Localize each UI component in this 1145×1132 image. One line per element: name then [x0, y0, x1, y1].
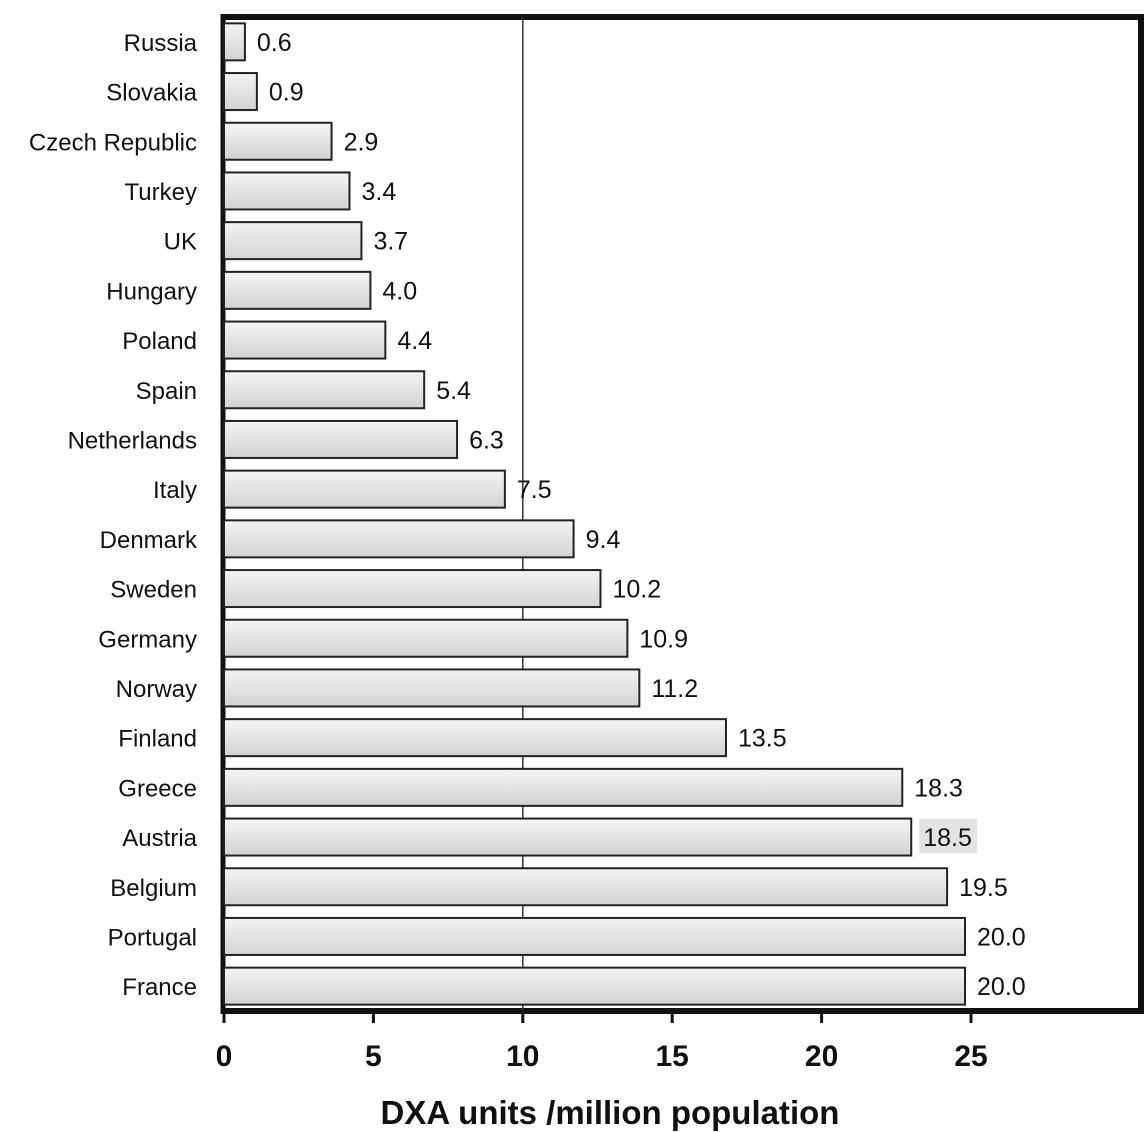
x-tick-label-20: 20 — [805, 1040, 838, 1073]
value-label-portugal: 20.0 — [977, 923, 1026, 951]
x-axis-ticks: 0 5 10 15 20 25 — [216, 1011, 988, 1073]
value-label-russia: 0.6 — [257, 29, 292, 57]
x-tick-label-15: 15 — [656, 1040, 689, 1073]
value-label-austria: 18.5 — [923, 824, 972, 852]
category-label-poland: Poland — [122, 328, 197, 355]
x-tick-label-25: 25 — [954, 1040, 987, 1073]
bar-norway — [223, 668, 641, 708]
value-label-turkey: 3.4 — [361, 178, 396, 206]
value-label-norway: 11.2 — [651, 675, 698, 703]
category-labels-layer: Russia Slovakia Czech Republic Turkey UK Hung… — [29, 30, 198, 1001]
value-label-italy: 7.5 — [517, 476, 552, 504]
category-label-germany: Germany — [98, 626, 197, 653]
category-label-france: France — [122, 974, 197, 1001]
bar-russia — [223, 22, 246, 62]
bar-austria — [223, 817, 913, 857]
x-axis-title: DXA units /million population — [381, 1094, 840, 1131]
category-label-belgium: Belgium — [110, 875, 197, 902]
bar-turkey — [223, 171, 351, 211]
bar-slovakia — [223, 72, 258, 112]
value-label-slovakia: 0.9 — [269, 79, 304, 107]
value-label-denmark: 9.4 — [586, 526, 621, 554]
category-label-austria: Austria — [122, 825, 197, 852]
bar-denmark — [223, 519, 575, 559]
bar-poland — [223, 320, 387, 360]
category-label-denmark: Denmark — [100, 527, 198, 554]
category-label-uk: UK — [164, 229, 197, 256]
x-tick-label-0: 0 — [216, 1040, 233, 1073]
category-label-spain: Spain — [136, 378, 197, 405]
bar-czech-republic — [223, 121, 333, 161]
bar-hungary — [223, 270, 372, 310]
value-label-uk: 3.7 — [373, 228, 408, 256]
value-label-poland: 4.4 — [397, 327, 432, 355]
value-label-spain: 5.4 — [436, 377, 471, 405]
bar-uk — [223, 221, 363, 261]
value-label-finland: 13.5 — [738, 725, 787, 753]
bar-france — [223, 966, 967, 1006]
category-label-hungary: Hungary — [106, 278, 197, 305]
category-label-finland: Finland — [118, 726, 197, 753]
value-labels-layer: 0.6 0.9 2.9 3.4 3.7 4.0 4.45.4 6.3 7.5 9.4 10.2 10.… — [257, 29, 1026, 1001]
bar-greece — [223, 767, 904, 807]
category-label-portugal: Portugal — [108, 924, 197, 951]
bar-netherlands — [223, 419, 459, 459]
value-label-netherlands: 6.3 — [469, 426, 504, 454]
value-label-sweden: 10.2 — [612, 576, 661, 604]
category-label-slovakia: Slovakia — [106, 80, 197, 107]
bars-layer — [223, 22, 967, 1006]
x-tick-label-5: 5 — [365, 1040, 382, 1073]
category-label-czech-republic: Czech Republic — [29, 129, 197, 156]
bar-belgium — [223, 867, 949, 907]
category-label-turkey: Turkey — [125, 179, 197, 206]
value-label-belgium: 19.5 — [959, 874, 1008, 902]
bar-sweden — [223, 569, 602, 609]
value-label-czech-republic: 2.9 — [344, 128, 379, 156]
plot-frame — [220, 14, 1144, 1014]
category-label-netherlands: Netherlands — [68, 427, 197, 454]
category-label-greece: Greece — [118, 775, 197, 802]
category-label-norway: Norway — [116, 676, 197, 703]
value-label-hungary: 4.0 — [382, 277, 417, 305]
x-tick-label-10: 10 — [506, 1040, 539, 1073]
bar-italy — [223, 469, 506, 509]
bar-germany — [223, 618, 629, 658]
bar-portugal — [223, 916, 967, 956]
value-label-greece: 18.3 — [914, 774, 963, 802]
value-label-highlight-austria — [919, 819, 978, 854]
value-label-france: 20.0 — [977, 973, 1026, 1001]
category-label-sweden: Sweden — [110, 577, 197, 604]
category-label-italy: Italy — [153, 477, 197, 504]
category-label-russia: Russia — [124, 30, 198, 57]
value-label-germany: 10.9 — [639, 625, 688, 653]
bar-finland — [223, 718, 727, 758]
bar-spain — [223, 370, 426, 410]
